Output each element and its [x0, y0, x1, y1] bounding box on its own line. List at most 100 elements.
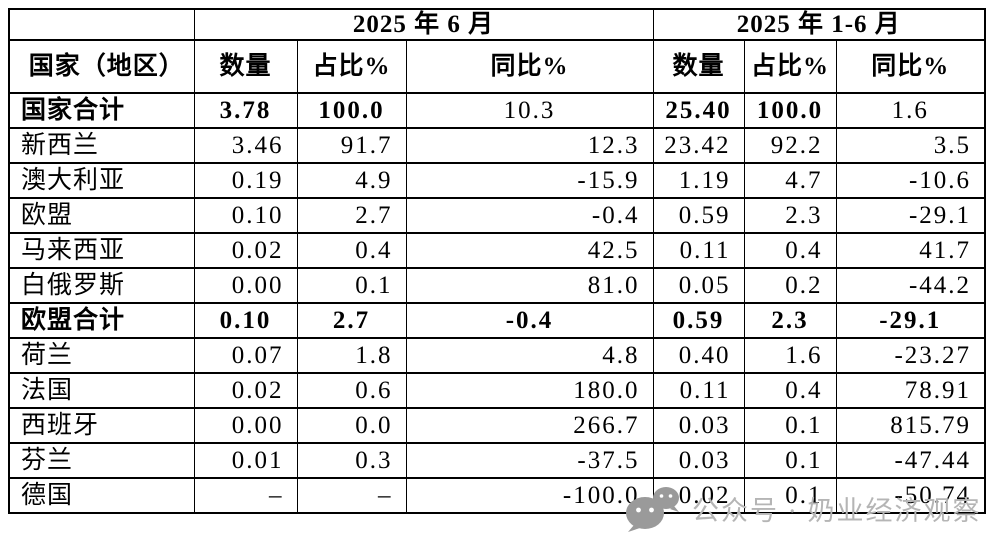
cell-june-qty: 0.19 — [193, 162, 298, 199]
import-stats-table: 2025 年 6 月 2025 年 1-6 月 国家（地区） 数量 占比% 同比… — [8, 8, 987, 514]
cell-ytd-qty: 0.02 — [652, 477, 745, 514]
cell-ytd-yoy: -50.74 — [835, 477, 986, 514]
cell-region: 澳大利亚 — [8, 162, 195, 199]
cell-june-yoy: 81.0 — [405, 267, 654, 304]
column-group-row: 2025 年 6 月 2025 年 1-6 月 — [8, 8, 986, 41]
cell-ytd-qty: 0.59 — [652, 302, 745, 339]
table-row-total-all: 国家合计 3.78 100.0 10.3 25.40 100.0 1.6 — [8, 92, 986, 129]
cell-ytd-share: 100.0 — [743, 92, 837, 129]
cell-region: 荷兰 — [8, 337, 195, 374]
cell-ytd-share: 0.1 — [743, 407, 837, 444]
cell-june-yoy: -0.4 — [405, 197, 654, 234]
cell-ytd-yoy: -10.6 — [835, 162, 986, 199]
cell-region: 法国 — [8, 372, 195, 409]
cell-ytd-share: 0.4 — [743, 372, 837, 409]
cell-june-yoy: -15.9 — [405, 162, 654, 199]
cell-ytd-qty: 23.42 — [652, 127, 745, 164]
cell-june-share: – — [296, 477, 407, 514]
cell-ytd-yoy: -44.2 — [835, 267, 986, 304]
table-row: 芬兰 0.01 0.3 -37.5 0.03 0.1 -47.44 — [8, 442, 986, 479]
cell-june-qty: 0.10 — [193, 302, 298, 339]
cell-region: 欧盟 — [8, 197, 195, 234]
cell-june-qty: 0.07 — [193, 337, 298, 374]
cell-region: 白俄罗斯 — [8, 267, 195, 304]
cell-ytd-share: 2.3 — [743, 302, 837, 339]
cell-ytd-qty: 0.40 — [652, 337, 745, 374]
table-row: 白俄罗斯 0.00 0.1 81.0 0.05 0.2 -44.2 — [8, 267, 986, 304]
cell-region: 德国 — [8, 477, 195, 514]
table-row: 德国 – – -100.0 0.02 0.1 -50.74 — [8, 477, 986, 514]
cell-june-qty: 0.10 — [193, 197, 298, 234]
table-row: 法国 0.02 0.6 180.0 0.11 0.4 78.91 — [8, 372, 986, 409]
cell-ytd-share: 0.1 — [743, 442, 837, 479]
cell-june-qty: 0.00 — [193, 267, 298, 304]
cell-ytd-qty: 0.11 — [652, 372, 745, 409]
cell-region: 欧盟合计 — [8, 302, 195, 339]
cell-region: 新西兰 — [8, 127, 195, 164]
cell-ytd-qty: 0.03 — [652, 442, 745, 479]
cell-ytd-qty: 0.05 — [652, 267, 745, 304]
cell-june-qty: 0.02 — [193, 232, 298, 269]
cell-june-qty: 0.00 — [193, 407, 298, 444]
cell-ytd-yoy: 815.79 — [835, 407, 986, 444]
table-row: 新西兰 3.46 91.7 12.3 23.42 92.2 3.5 — [8, 127, 986, 164]
cell-june-qty: 3.78 — [193, 92, 298, 129]
cell-region: 西班牙 — [8, 407, 195, 444]
cell-ytd-yoy: 78.91 — [835, 372, 986, 409]
cell-june-share: 0.6 — [296, 372, 407, 409]
cell-ytd-share: 0.1 — [743, 477, 837, 514]
cell-ytd-yoy: 41.7 — [835, 232, 986, 269]
cell-june-yoy: 180.0 — [405, 372, 654, 409]
cell-ytd-yoy: -47.44 — [835, 442, 986, 479]
cell-ytd-yoy: -23.27 — [835, 337, 986, 374]
cell-ytd-share: 92.2 — [743, 127, 837, 164]
cell-june-share: 1.8 — [296, 337, 407, 374]
cell-june-yoy: 4.8 — [405, 337, 654, 374]
cell-june-yoy: 10.3 — [405, 92, 654, 129]
header-june-share: 占比% — [296, 39, 407, 94]
cell-june-share: 100.0 — [296, 92, 407, 129]
cell-june-qty: 0.01 — [193, 442, 298, 479]
cell-region: 国家合计 — [8, 92, 195, 129]
cell-june-yoy: -0.4 — [405, 302, 654, 339]
header-ytd-share: 占比% — [743, 39, 837, 94]
table-row: 荷兰 0.07 1.8 4.8 0.40 1.6 -23.27 — [8, 337, 986, 374]
header-ytd-qty: 数量 — [652, 39, 745, 94]
cell-ytd-yoy: 3.5 — [835, 127, 986, 164]
cell-june-yoy: 42.5 — [405, 232, 654, 269]
column-header-row: 国家（地区） 数量 占比% 同比% 数量 占比% 同比% — [8, 39, 986, 94]
cell-ytd-yoy: -29.1 — [835, 302, 986, 339]
cell-ytd-yoy: -29.1 — [835, 197, 986, 234]
cell-june-yoy: 12.3 — [405, 127, 654, 164]
cell-june-share: 0.3 — [296, 442, 407, 479]
header-region: 国家（地区） — [8, 39, 195, 94]
cell-june-yoy: -100.0 — [405, 477, 654, 514]
cell-june-share: 4.9 — [296, 162, 407, 199]
cell-june-qty: 3.46 — [193, 127, 298, 164]
cell-june-yoy: 266.7 — [405, 407, 654, 444]
cell-ytd-qty: 1.19 — [652, 162, 745, 199]
cell-june-share: 0.1 — [296, 267, 407, 304]
cell-ytd-qty: 0.59 — [652, 197, 745, 234]
cell-june-share: 2.7 — [296, 197, 407, 234]
table-row: 澳大利亚 0.19 4.9 -15.9 1.19 4.7 -10.6 — [8, 162, 986, 199]
cell-ytd-qty: 0.03 — [652, 407, 745, 444]
cell-june-yoy: -37.5 — [405, 442, 654, 479]
table-row: 西班牙 0.00 0.0 266.7 0.03 0.1 815.79 — [8, 407, 986, 444]
header-june-yoy: 同比% — [405, 39, 654, 94]
cell-ytd-qty: 0.11 — [652, 232, 745, 269]
cell-ytd-share: 4.7 — [743, 162, 837, 199]
table-row: 欧盟 0.10 2.7 -0.4 0.59 2.3 -29.1 — [8, 197, 986, 234]
cell-region: 芬兰 — [8, 442, 195, 479]
cell-june-share: 0.4 — [296, 232, 407, 269]
cell-june-share: 2.7 — [296, 302, 407, 339]
cell-ytd-share: 0.2 — [743, 267, 837, 304]
header-ytd-yoy: 同比% — [835, 39, 986, 94]
header-june-qty: 数量 — [193, 39, 298, 94]
cell-ytd-share: 2.3 — [743, 197, 837, 234]
table-row-total-eu: 欧盟合计 0.10 2.7 -0.4 0.59 2.3 -29.1 — [8, 302, 986, 339]
corner-cell — [8, 8, 195, 41]
cell-ytd-yoy: 1.6 — [835, 92, 986, 129]
cell-june-share: 91.7 — [296, 127, 407, 164]
cell-ytd-qty: 25.40 — [652, 92, 745, 129]
